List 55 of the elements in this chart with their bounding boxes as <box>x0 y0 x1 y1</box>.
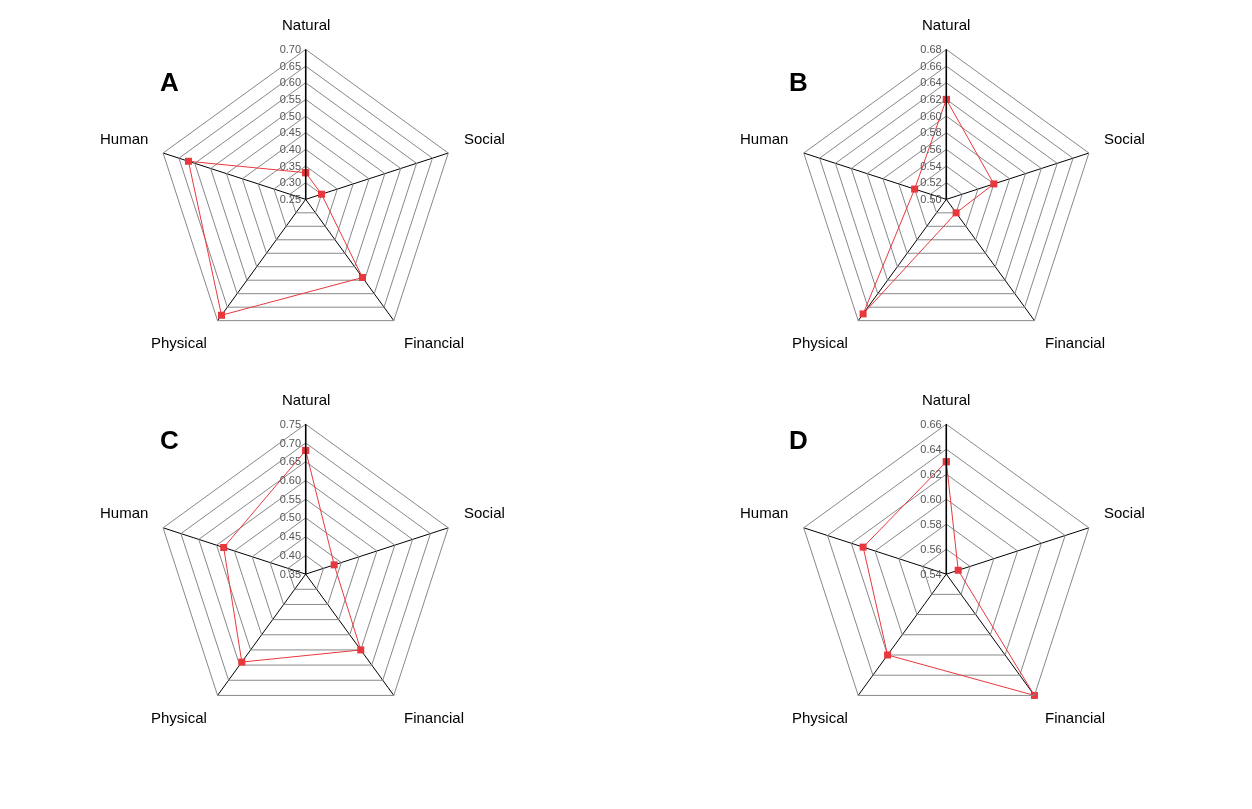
y-tick-label: 0.35 <box>279 567 302 580</box>
y-tick-label: 0.70 <box>279 436 302 449</box>
spoke-label: Financial <box>1045 334 1106 351</box>
text: A <box>160 67 179 97</box>
spoke-label: Physical <box>792 334 848 351</box>
y-tick-label: 0.25 <box>279 192 302 205</box>
y-tick-label: 0.66 <box>920 59 942 72</box>
y-tick-label: 0.64 <box>920 76 942 89</box>
y-tick-label: 0.60 <box>279 76 302 89</box>
y-tick-label: 0.45 <box>279 530 302 543</box>
spoke-label: Human <box>100 504 149 521</box>
y-tick-label: 0.45 <box>279 126 302 139</box>
spoke-label: Social <box>464 130 505 147</box>
spoke-label: Financial <box>404 334 465 351</box>
y-tick-label: 0.70 <box>279 43 302 56</box>
y-tick-label: 0.35 <box>279 159 302 172</box>
spoke-label: Human <box>100 130 149 147</box>
y-tick-label: 0.60 <box>279 474 302 487</box>
spoke-label: Human <box>740 130 789 147</box>
y-tick-label: 0.50 <box>279 511 302 524</box>
y-tick-label: 0.50 <box>279 109 302 122</box>
y-tick-label: 0.30 <box>279 176 302 189</box>
y-tick-label: 0.68 <box>920 43 942 56</box>
spoke-label: Financial <box>404 709 465 726</box>
spoke-label: Social <box>1104 504 1145 521</box>
spoke-label: Social <box>1104 130 1145 147</box>
spoke-label: Physical <box>151 334 207 351</box>
spoke-label: Natural <box>282 391 331 408</box>
y-tick-label: 0.62 <box>920 92 942 105</box>
text: C <box>160 425 179 455</box>
spoke-label: Natural <box>282 16 331 33</box>
text: D <box>789 425 808 455</box>
y-tick-label: 0.60 <box>920 492 942 505</box>
y-tick-label: 0.52 <box>920 176 942 189</box>
y-tick-label: 0.54 <box>920 567 942 580</box>
spoke-label: Social <box>464 504 505 521</box>
y-tick-label: 0.56 <box>920 542 942 555</box>
spoke-label: Financial <box>1045 709 1106 726</box>
y-tick-label: 0.66 <box>920 417 942 430</box>
y-tick-label: 0.40 <box>279 548 302 561</box>
y-tick-label: 0.65 <box>279 59 302 72</box>
spoke-label: Natural <box>922 16 971 33</box>
y-tick-label: 0.40 <box>279 142 302 155</box>
y-tick-label: 0.50 <box>920 192 942 205</box>
spoke-label: Physical <box>151 709 207 726</box>
y-tick-label: 0.58 <box>920 517 942 530</box>
y-tick-label: 0.60 <box>920 109 942 122</box>
text: B <box>789 67 808 97</box>
y-tick-label: 0.64 <box>920 442 942 455</box>
y-tick-label: 0.55 <box>279 92 302 105</box>
spoke-label: Natural <box>922 391 971 408</box>
spoke-label: Physical <box>792 709 848 726</box>
y-tick-label: 0.75 <box>279 417 302 430</box>
spoke-label: Human <box>740 504 789 521</box>
y-tick-label: 0.55 <box>279 492 302 505</box>
